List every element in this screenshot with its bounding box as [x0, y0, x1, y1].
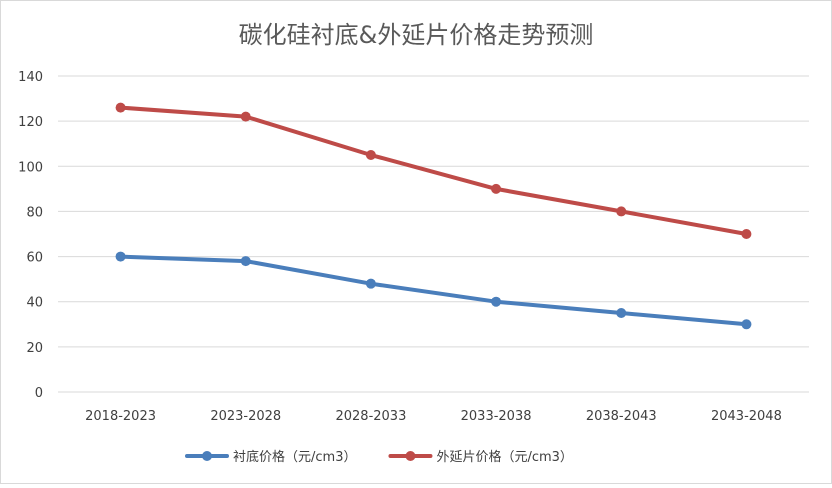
x-tick-label: 2023-2028	[210, 409, 281, 424]
x-tick-label: 2043-2048	[711, 409, 782, 424]
data-point	[115, 251, 126, 262]
chart-title: 碳化硅衬底&外延片价格走势预测	[239, 21, 594, 49]
legend-marker	[202, 451, 212, 461]
y-tick-label: 100	[18, 160, 43, 175]
legend-label: 衬底价格（元/cm3）	[233, 449, 356, 465]
legend-item-1: 衬底价格（元/cm3）	[185, 449, 356, 465]
x-tick-label: 2033-2038	[461, 409, 532, 424]
data-point	[616, 206, 627, 217]
series-line	[118, 105, 749, 236]
data-point	[115, 102, 126, 113]
y-axis-ticks: 0 20 40 60 80 100 120 140	[18, 70, 43, 401]
x-tick-label: 2028-2033	[335, 409, 406, 424]
data-point	[741, 229, 752, 239]
data-point	[365, 150, 376, 160]
series-1	[115, 251, 752, 330]
data-point	[491, 296, 502, 307]
series-line	[118, 254, 749, 327]
legend: 衬底价格（元/cm3） 外延片价格（元/cm3）	[185, 449, 573, 465]
legend-item-2: 外延片价格（元/cm3）	[388, 449, 573, 465]
x-tick-label: 2038-2043	[586, 409, 657, 424]
y-tick-label: 40	[26, 296, 43, 311]
y-tick-label: 140	[18, 70, 43, 85]
legend-marker	[405, 451, 416, 461]
x-tick-label: 2018-2023	[85, 409, 156, 424]
data-point	[240, 256, 251, 267]
series-layer	[115, 102, 752, 330]
y-tick-label: 0	[35, 386, 43, 401]
y-tick-label: 60	[26, 251, 43, 266]
data-point	[616, 308, 627, 318]
data-point	[741, 319, 752, 330]
data-point	[240, 111, 251, 122]
data-point	[491, 183, 502, 194]
legend-label: 外延片价格（元/cm3）	[436, 449, 572, 465]
y-tick-label: 80	[26, 205, 43, 220]
series-2	[115, 102, 752, 239]
x-axis-ticks: 2018-2023 2023-2028 2028-2033 2033-2038 2038…	[85, 409, 782, 424]
data-point	[365, 278, 376, 289]
gridlines	[58, 75, 809, 393]
y-tick-label: 120	[18, 115, 43, 130]
y-tick-label: 20	[26, 341, 43, 356]
